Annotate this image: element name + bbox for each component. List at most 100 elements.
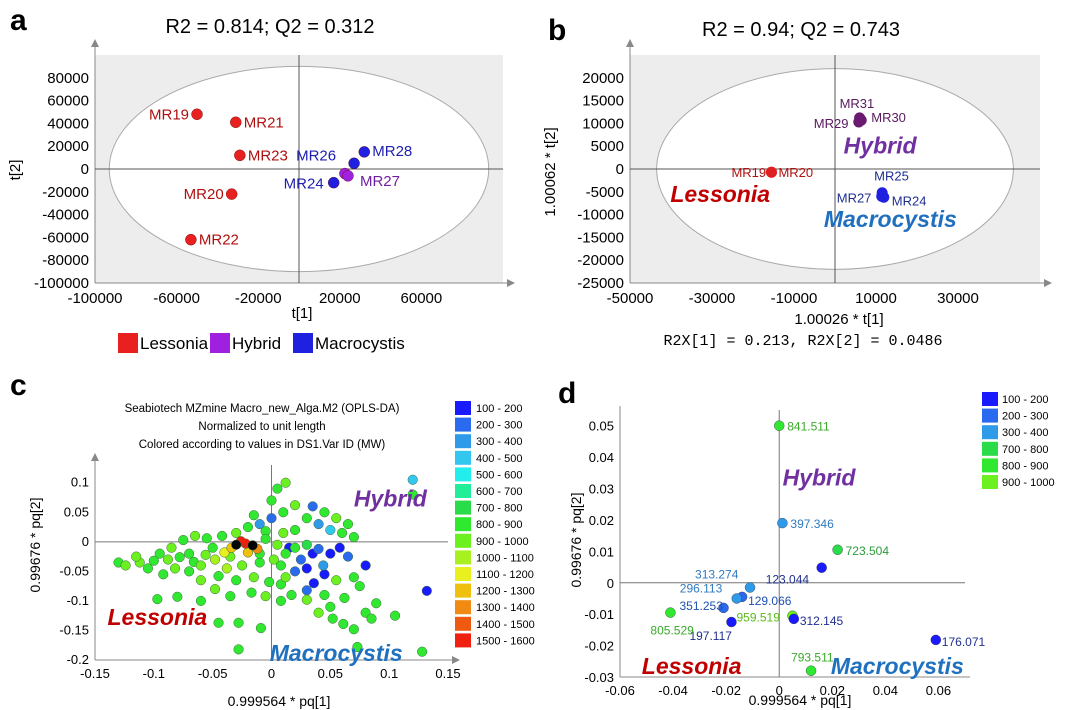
- panel-d-point-label: 397.346: [790, 517, 834, 531]
- panel-d-point-label: 805.529: [650, 624, 694, 638]
- panel-c-point: [342, 551, 354, 562]
- panel-c-point: [272, 483, 283, 494]
- panel-c-colorbar-label: 1200 - 1300: [476, 586, 535, 598]
- panel-d: d -0.06 -0.04 -0.02 0 0.02 0.04 0.06 -0.03 -0.02…: [558, 377, 1055, 708]
- panel-c-point: [174, 552, 185, 563]
- panel-d-point: [788, 613, 800, 625]
- panel-c-xtick-label: 0: [268, 666, 275, 681]
- panel-c-point: [360, 560, 371, 571]
- panel-a-point-label: MR28: [372, 143, 412, 160]
- panel-b-ytick-label: 5000: [591, 138, 624, 155]
- panel-c-colorbar-swatch: [455, 567, 471, 581]
- panel-a-ytick-label: 40000: [47, 115, 89, 132]
- panel-b-ytick-label: -10000: [577, 207, 624, 224]
- panel-c-point: [254, 519, 265, 530]
- panel-d-point-label: 123.044: [766, 573, 810, 587]
- panel-c-point: [242, 521, 254, 533]
- panel-c-colorbar-label: 700 - 800: [476, 503, 522, 515]
- panel-a-ytick-label: 20000: [47, 138, 89, 155]
- panel-c-point: [417, 646, 428, 657]
- panel-c-colorbar-label: 1300 - 1400: [476, 602, 535, 614]
- panel-c-point: [264, 576, 275, 588]
- panel-d-xlabel: 0.999564 * pq[1]: [749, 692, 852, 708]
- panel-c-point: [319, 507, 330, 518]
- panel-c-colorbar-label: 600 - 700: [476, 486, 522, 498]
- panel-a-legend-swatch: [293, 333, 313, 353]
- panel-d-group-label: Lessonia: [642, 653, 742, 679]
- panel-c-point: [289, 500, 301, 511]
- panel-a-ytick-label: -40000: [42, 207, 89, 224]
- panel-c-point: [325, 548, 336, 559]
- panel-a-ytick-label: 0: [81, 161, 89, 178]
- panel-c-point: [286, 589, 297, 601]
- panel-a-xtick-label: -20000: [235, 290, 282, 307]
- panel-b-title: R2 = 0.94; Q2 = 0.743: [702, 19, 900, 41]
- panel-c-point: [233, 644, 244, 655]
- panel-c-point: [301, 539, 312, 550]
- panel-c-colorbar-swatch: [455, 450, 471, 465]
- panel-d-point: [726, 616, 737, 628]
- panel-c-point: [154, 548, 165, 559]
- panel-b-point-label: MR30: [871, 110, 906, 125]
- panel-c-point: [148, 555, 159, 566]
- panel-d-point: [731, 593, 742, 604]
- panel-c-ytick-label: -0.2: [67, 652, 89, 667]
- panel-b-point-label: MR25: [874, 169, 909, 184]
- panel-a-legend-swatch: [210, 333, 230, 353]
- panel-d-colorbar-swatch: [982, 392, 998, 406]
- panel-c-point: [158, 569, 169, 580]
- panel-c-colorbar-swatch: [455, 417, 471, 432]
- panel-c-colorbar-swatch: [455, 484, 471, 498]
- panel-d-point-label: 313.274: [695, 567, 739, 581]
- panel-a-y-arrow: [91, 39, 99, 47]
- panel-d-ytick-label: 0.05: [589, 419, 614, 434]
- panel-a-legend: Lessonia Hybrid Macrocystis: [118, 333, 405, 353]
- panel-c-point: [195, 595, 206, 606]
- panel-d-point-label: 793.511: [791, 651, 834, 665]
- panel-a-xtick-label: -60000: [153, 290, 200, 307]
- panel-a-xlabel: t[1]: [292, 305, 313, 322]
- panel-c-point: [331, 513, 342, 524]
- panel-b: b R2 = 0.94; Q2 = 0.743 -50000 -30000 -100…: [542, 14, 1052, 350]
- panel-c-group-label: Lessonia: [108, 604, 208, 630]
- panel-c-point: [131, 551, 142, 562]
- panel-c-point: [231, 575, 242, 586]
- panel-d-point-label: 312.145: [800, 614, 844, 628]
- panel-c-point: [289, 524, 301, 536]
- panel-d-point: [816, 562, 827, 573]
- panel-c-header-2: Normalized to unit length: [198, 421, 325, 433]
- panel-d-group-label: Macrocystis: [831, 653, 964, 679]
- panel-c-colorbar-swatch: [455, 401, 471, 415]
- panel-c-point: [319, 589, 330, 601]
- panel-d-point-label: 176.071: [942, 635, 986, 649]
- panel-b-group-label: Hybrid: [844, 132, 918, 158]
- panel-c-xtick-label: -0.05: [198, 666, 228, 681]
- panel-d-point-label: 296.113: [680, 581, 723, 595]
- panel-d-colorbar: 100 - 200 200 - 300 300 - 400 700 - 800 800 …: [982, 392, 1055, 489]
- panel-c-point: [280, 477, 291, 488]
- panel-c-point: [301, 585, 312, 596]
- panel-b-ytick-label: 0: [616, 161, 624, 178]
- panel-d-xtick-label: -0.04: [658, 683, 688, 698]
- panel-a-xtick-label: -100000: [67, 290, 122, 307]
- panel-c-point: [339, 592, 350, 604]
- panel-d-point: [832, 544, 843, 555]
- panel-c-point: [334, 542, 345, 553]
- panel-b-point-label: MR31: [840, 96, 875, 111]
- panel-c-ytick-label: -0.1: [67, 593, 89, 608]
- panel-c-point: [371, 598, 382, 609]
- panel-a-point-label: MR19: [149, 106, 189, 123]
- panel-b-point-label: MR24: [892, 193, 927, 208]
- panel-d-point: [774, 420, 785, 431]
- panel-a-point-label: MR24: [284, 176, 324, 193]
- panel-a-point: [234, 149, 246, 162]
- panel-c-point: [213, 617, 224, 628]
- panel-a-x-arrow: [507, 279, 515, 287]
- panel-c-colorbar-label: 300 - 400: [476, 436, 522, 448]
- panel-c-letter: c: [10, 369, 27, 402]
- panel-c-point: [248, 510, 259, 521]
- panel-c-colorbar-swatch: [455, 616, 471, 631]
- panel-b-xtick-label: 10000: [855, 290, 897, 307]
- panel-d-colorbar-label: 900 - 1000: [1002, 477, 1055, 489]
